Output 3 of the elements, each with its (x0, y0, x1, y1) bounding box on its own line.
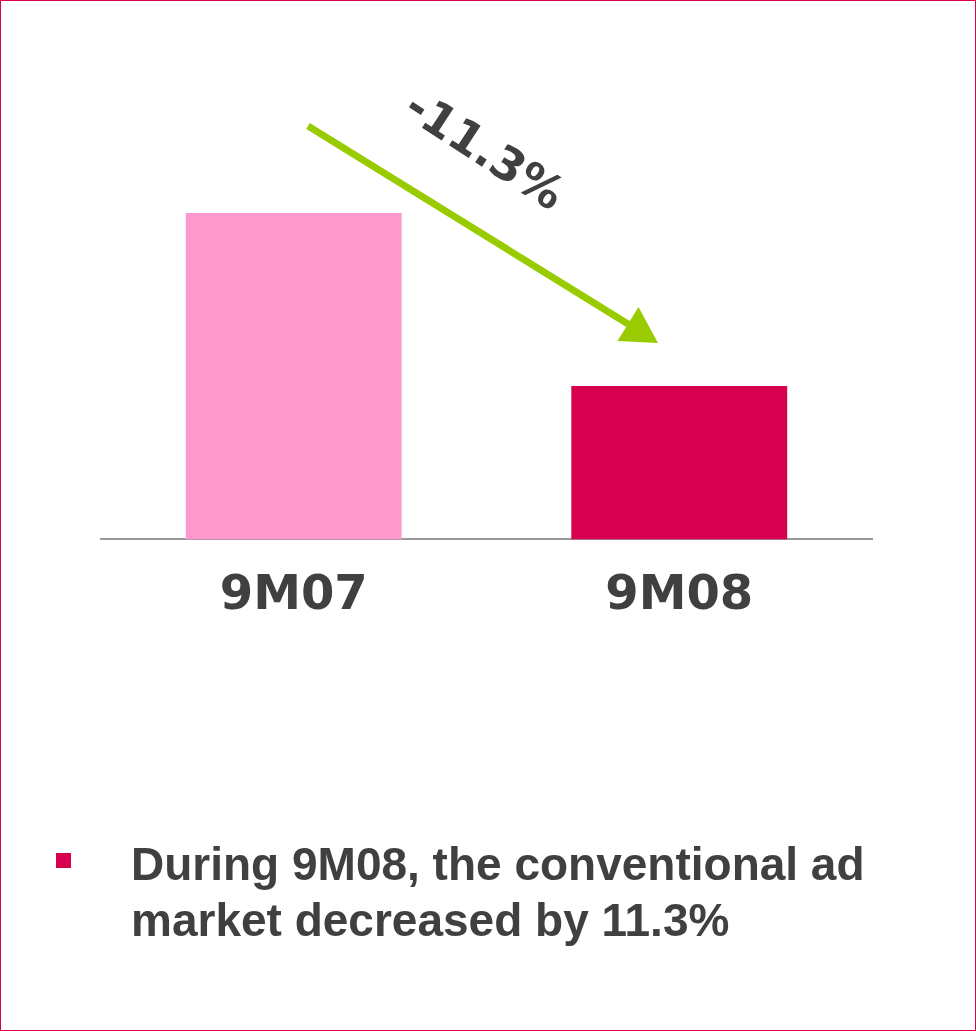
x-tick-label: 9M07 (219, 563, 368, 620)
text: During 9M08, the conventional ad market decreased by 11.3% (131, 837, 866, 948)
x-tick-label: 9M08 (605, 563, 754, 620)
